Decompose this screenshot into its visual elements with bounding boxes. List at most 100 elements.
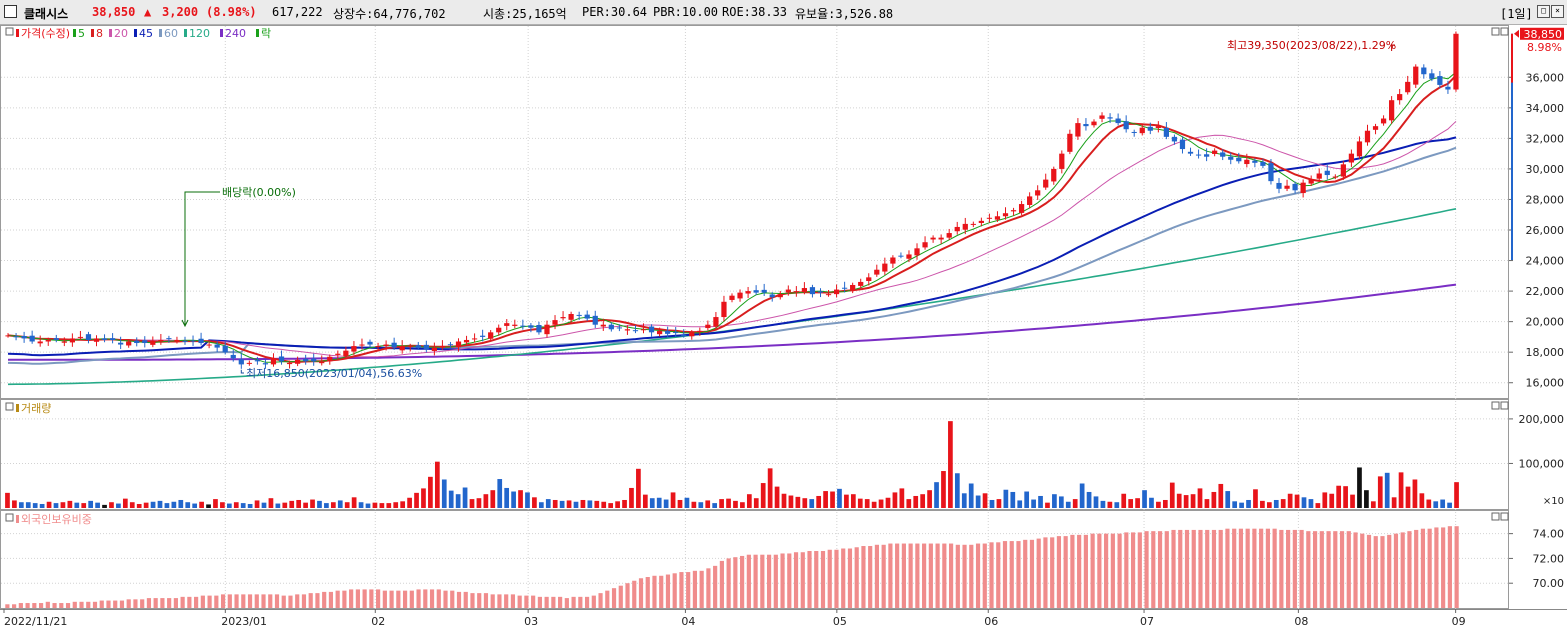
volume-bar (393, 502, 399, 508)
price-candle (150, 341, 156, 345)
volume-bar (545, 499, 551, 508)
volume-bar (1162, 499, 1168, 508)
price-candle (753, 290, 759, 293)
foreign-ratio-bar (1016, 541, 1021, 608)
close-icon[interactable]: × (1551, 5, 1564, 18)
foreign-ratio-bar (895, 543, 900, 608)
foreign-ratio-bar (935, 543, 940, 608)
foreign-ratio-bar (86, 601, 91, 608)
volume-bar (1260, 500, 1265, 508)
foreign-ratio-bar (1023, 539, 1028, 608)
volume-bar (1156, 501, 1161, 508)
price-candle (922, 242, 928, 248)
foreign-ratio-bar (638, 578, 644, 608)
volume-bar (670, 492, 676, 508)
volume-bar (1440, 499, 1446, 508)
price-candle (399, 346, 405, 351)
foreign-ratio-bar (470, 593, 475, 608)
price-candle (560, 317, 566, 319)
volume-bar (1045, 502, 1050, 508)
foreign-ratio-bar (133, 599, 138, 608)
volume-bar (511, 491, 516, 508)
volume-bar (330, 502, 336, 508)
period-selector[interactable]: [1일] (1500, 7, 1533, 21)
volume-bar (434, 461, 440, 508)
price-candle (898, 255, 904, 257)
foreign-ratio-bar (79, 601, 84, 608)
foreign-ratio-bar (922, 543, 927, 608)
volume-bar (636, 468, 641, 508)
price-candle (496, 327, 502, 333)
volume-bar (941, 471, 946, 508)
volume-bar (1204, 499, 1210, 508)
price-candle (1332, 176, 1338, 178)
foreign-ratio-bar (1279, 529, 1284, 608)
legend-swatch (184, 29, 187, 37)
select-checkbox[interactable] (4, 5, 17, 18)
volume-bar (74, 502, 80, 508)
volume-bar (213, 499, 218, 508)
price-candle (600, 324, 606, 327)
foreign-ratio-bar (908, 543, 913, 608)
price-candle (817, 291, 824, 293)
foreign-ratio-bar (194, 596, 199, 608)
foreign-ratio-bar (436, 589, 441, 608)
foreign-ratio-bar (793, 552, 799, 608)
volume-bar (816, 495, 822, 508)
volume-bar (975, 495, 981, 508)
price-candle (906, 254, 912, 259)
price-candle (673, 332, 679, 334)
price-candle (455, 341, 462, 348)
roe-value: ROE:38.33 (722, 5, 788, 19)
volume-bar (518, 490, 523, 508)
volume-bar (39, 503, 45, 508)
price-candle (447, 344, 454, 346)
panel-minimize-icon-1 (1491, 401, 1500, 410)
foreign-ratio-bar (295, 594, 300, 608)
foreign-ratio-bar (92, 601, 98, 608)
volume-bar (455, 494, 461, 508)
dividend-arrow-icon (181, 319, 189, 328)
float-ratio: 유보율:3,526.88 (795, 7, 894, 21)
price-candle (29, 335, 35, 342)
volume-bar (663, 499, 669, 508)
price-candle (1389, 100, 1395, 121)
volume-bar (1377, 476, 1383, 508)
foreign-ratio-bar (504, 594, 509, 608)
foreign-ratio-bar (187, 596, 192, 608)
volume-bar (143, 502, 149, 508)
price-candle (528, 325, 534, 328)
volume-bar (400, 501, 406, 508)
volume-bar (691, 501, 697, 508)
legend-swatch (91, 29, 94, 37)
maximize-icon[interactable]: □ (1537, 5, 1550, 18)
volume-bar (324, 503, 329, 508)
high-pointer-icon (1391, 44, 1395, 51)
foreign-ratio-bar (1050, 537, 1055, 608)
volume-bar (185, 502, 191, 508)
price-candle (303, 358, 309, 362)
foreign-ratio-bar (780, 553, 785, 608)
foreign-ratio-bar (847, 548, 853, 608)
price-candle (182, 340, 188, 342)
volume-bar (1253, 489, 1258, 508)
price-candle (174, 339, 180, 342)
volume-bar (116, 503, 121, 508)
price-candle (1252, 160, 1258, 163)
foreign-ratio-bar (1198, 529, 1203, 608)
price-candle (986, 217, 993, 219)
volume-value: 617,222 (272, 5, 323, 19)
foreign-ratio-bar (1353, 532, 1358, 608)
foreign-tick-label: 72.00 (1533, 552, 1565, 565)
volume-bar (1190, 494, 1196, 508)
foreign-ratio-bar (1191, 529, 1196, 608)
price-candle (439, 346, 446, 348)
high-annotation: 최고39,350(2023/08/22),1.29% (1227, 39, 1396, 52)
volume-bar (1287, 493, 1293, 508)
volume-bar (1065, 501, 1071, 508)
volume-bar (656, 497, 662, 508)
foreign-ratio-bar (268, 594, 273, 608)
price-candle (1260, 161, 1266, 166)
price-candle (552, 320, 558, 325)
foreign-ratio-bar (1097, 533, 1102, 608)
